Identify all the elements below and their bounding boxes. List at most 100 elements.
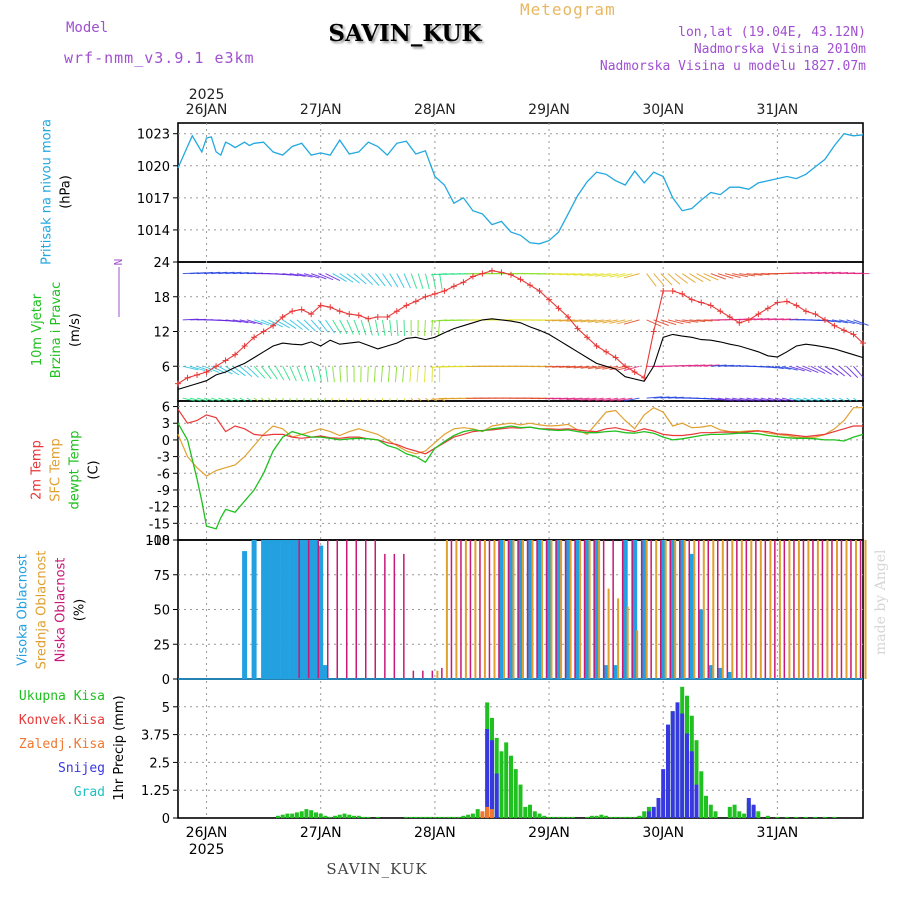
- cloud-bar: [327, 540, 329, 679]
- cloud-bar: [793, 540, 795, 679]
- wind-arrow: [609, 273, 626, 278]
- precipitation-tick-label: 1.25: [141, 784, 170, 799]
- wind-arrow: [616, 365, 633, 371]
- temperature-axis-label-group: 2m Temp SFC Temp dewpt Temp (C): [30, 430, 102, 509]
- wind-arrow: [389, 273, 399, 288]
- wind-arrow: [760, 318, 777, 321]
- cloud-bar: [584, 540, 590, 679]
- wind-arrow: [204, 271, 221, 275]
- cloud-bar: [826, 540, 829, 679]
- wind-arrow: [831, 365, 846, 377]
- temperature-tick-label: -6: [157, 467, 170, 482]
- wind-arrow: [746, 397, 762, 402]
- wind-arrow: [667, 319, 684, 325]
- wind-arrow: [682, 319, 699, 323]
- wind-arrow: [580, 319, 597, 323]
- wind-arrow: [330, 397, 334, 402]
- cloud-bar: [365, 540, 367, 679]
- wind-arrow: [260, 397, 265, 402]
- wind-arrow: [402, 366, 405, 383]
- precip-bar: [490, 740, 494, 818]
- precip-bar: [342, 813, 347, 818]
- cloud-bar: [660, 540, 662, 679]
- cloud-bar: [740, 540, 743, 679]
- precip-bar: [566, 816, 571, 818]
- wind-arrow: [318, 273, 334, 281]
- wind-arrow: [310, 397, 312, 402]
- cloud-bar: [679, 540, 681, 679]
- cloud-bar: [265, 540, 271, 679]
- cloud-bar: [669, 540, 671, 679]
- wind-arrow: [332, 366, 335, 383]
- wind-arrow: [559, 319, 576, 322]
- wind-arrow: [710, 364, 727, 367]
- precip-bar: [290, 813, 295, 818]
- wind-speed-line: [177, 318, 864, 390]
- wind-arrow: [653, 396, 670, 399]
- wind-arrow: [367, 273, 380, 286]
- wind-arrow: [382, 319, 386, 336]
- precip-bar: [832, 816, 837, 818]
- wind-arrow: [653, 273, 665, 287]
- wind-arrow: [310, 319, 323, 333]
- cloud-bar: [736, 540, 738, 679]
- precip-bar: [475, 809, 480, 818]
- cloud-bar: [683, 540, 686, 679]
- cloud-bar: [346, 540, 348, 679]
- wind-arrow: [196, 397, 208, 402]
- bottom-date-label: 28JAN: [414, 825, 456, 841]
- cloud-bar: [708, 665, 714, 679]
- cloud-bar: [261, 540, 267, 679]
- wind-arrow: [325, 366, 329, 383]
- wind-arrow: [602, 397, 619, 402]
- wind-arrow: [595, 397, 611, 402]
- wind-arrow: [595, 273, 611, 277]
- wind-arrow: [409, 366, 412, 383]
- precip-bar: [713, 811, 718, 818]
- temperature-tick-label: 0: [162, 434, 170, 449]
- cloud-bar: [778, 540, 781, 679]
- wind-arrow: [382, 273, 393, 287]
- precip-bar: [451, 816, 456, 818]
- cloud-bar: [537, 540, 542, 679]
- cloud-bar: [698, 609, 704, 679]
- cloud-bar: [745, 540, 748, 679]
- wind-arrow: [703, 364, 720, 367]
- wind-arrow: [325, 273, 341, 282]
- cloud-bar: [280, 540, 286, 679]
- wind-arrow: [552, 273, 569, 275]
- cloud-bar: [270, 540, 276, 679]
- cloud-bar: [469, 540, 472, 679]
- wind-arrow: [339, 273, 354, 283]
- cloud-bar: [541, 540, 543, 679]
- cloud-bar: [664, 540, 667, 679]
- wind-arrow: [410, 273, 418, 289]
- temperature-tick-label: -3: [157, 451, 170, 466]
- top-year-label: 2025: [189, 87, 225, 103]
- dewpt-line: [177, 422, 864, 530]
- precip-bar: [275, 815, 280, 818]
- wind-arrow: [616, 273, 633, 278]
- wind-arrow: [689, 364, 706, 367]
- top-date-label: 31JAN: [757, 102, 799, 118]
- cloud-bar: [602, 540, 605, 679]
- cloud-bar: [774, 540, 776, 679]
- wind-arrow: [239, 397, 246, 402]
- precip-bar: [822, 816, 827, 818]
- wind-arrow: [774, 397, 788, 402]
- wind-arrow: [225, 319, 242, 323]
- model-label: Model: [66, 20, 109, 36]
- wind-arrow: [832, 272, 849, 275]
- precip-bar: [404, 816, 409, 818]
- precip-bar: [532, 811, 537, 818]
- cloud-bar: [707, 540, 709, 679]
- wind-arrow: [396, 273, 405, 289]
- cloud-bar: [527, 540, 533, 679]
- precip-bar: [585, 816, 590, 818]
- wind-arrow: [239, 319, 256, 324]
- wind-arrow: [232, 319, 249, 324]
- cloud-bar: [836, 540, 838, 679]
- precip-bar: [432, 816, 437, 818]
- wind-arrow: [289, 366, 297, 382]
- wind-arrow: [323, 397, 326, 402]
